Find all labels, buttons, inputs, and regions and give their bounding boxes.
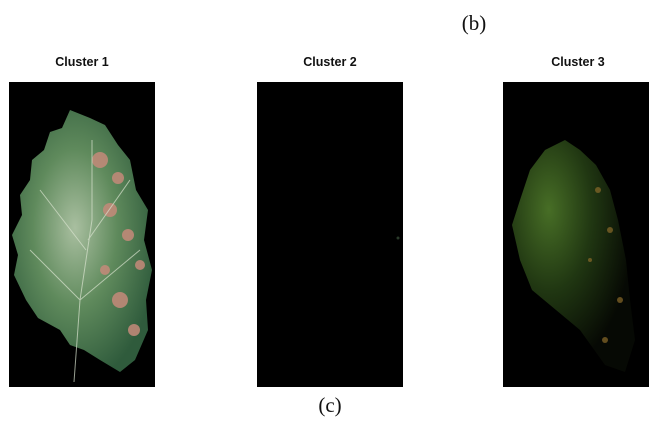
panel-image bbox=[9, 82, 155, 387]
figure: (b) Cluster 1 Cluster 2 Cluster 3 (c) bbox=[0, 0, 649, 429]
panel-image bbox=[503, 82, 649, 387]
figure-label: (b) bbox=[462, 11, 487, 35]
panel-image bbox=[257, 82, 403, 387]
panel-title: Cluster 1 bbox=[55, 55, 109, 69]
panel-title: Cluster 2 bbox=[303, 55, 357, 69]
panel-title: Cluster 3 bbox=[551, 55, 605, 69]
figure-caption: (c) bbox=[318, 393, 341, 417]
